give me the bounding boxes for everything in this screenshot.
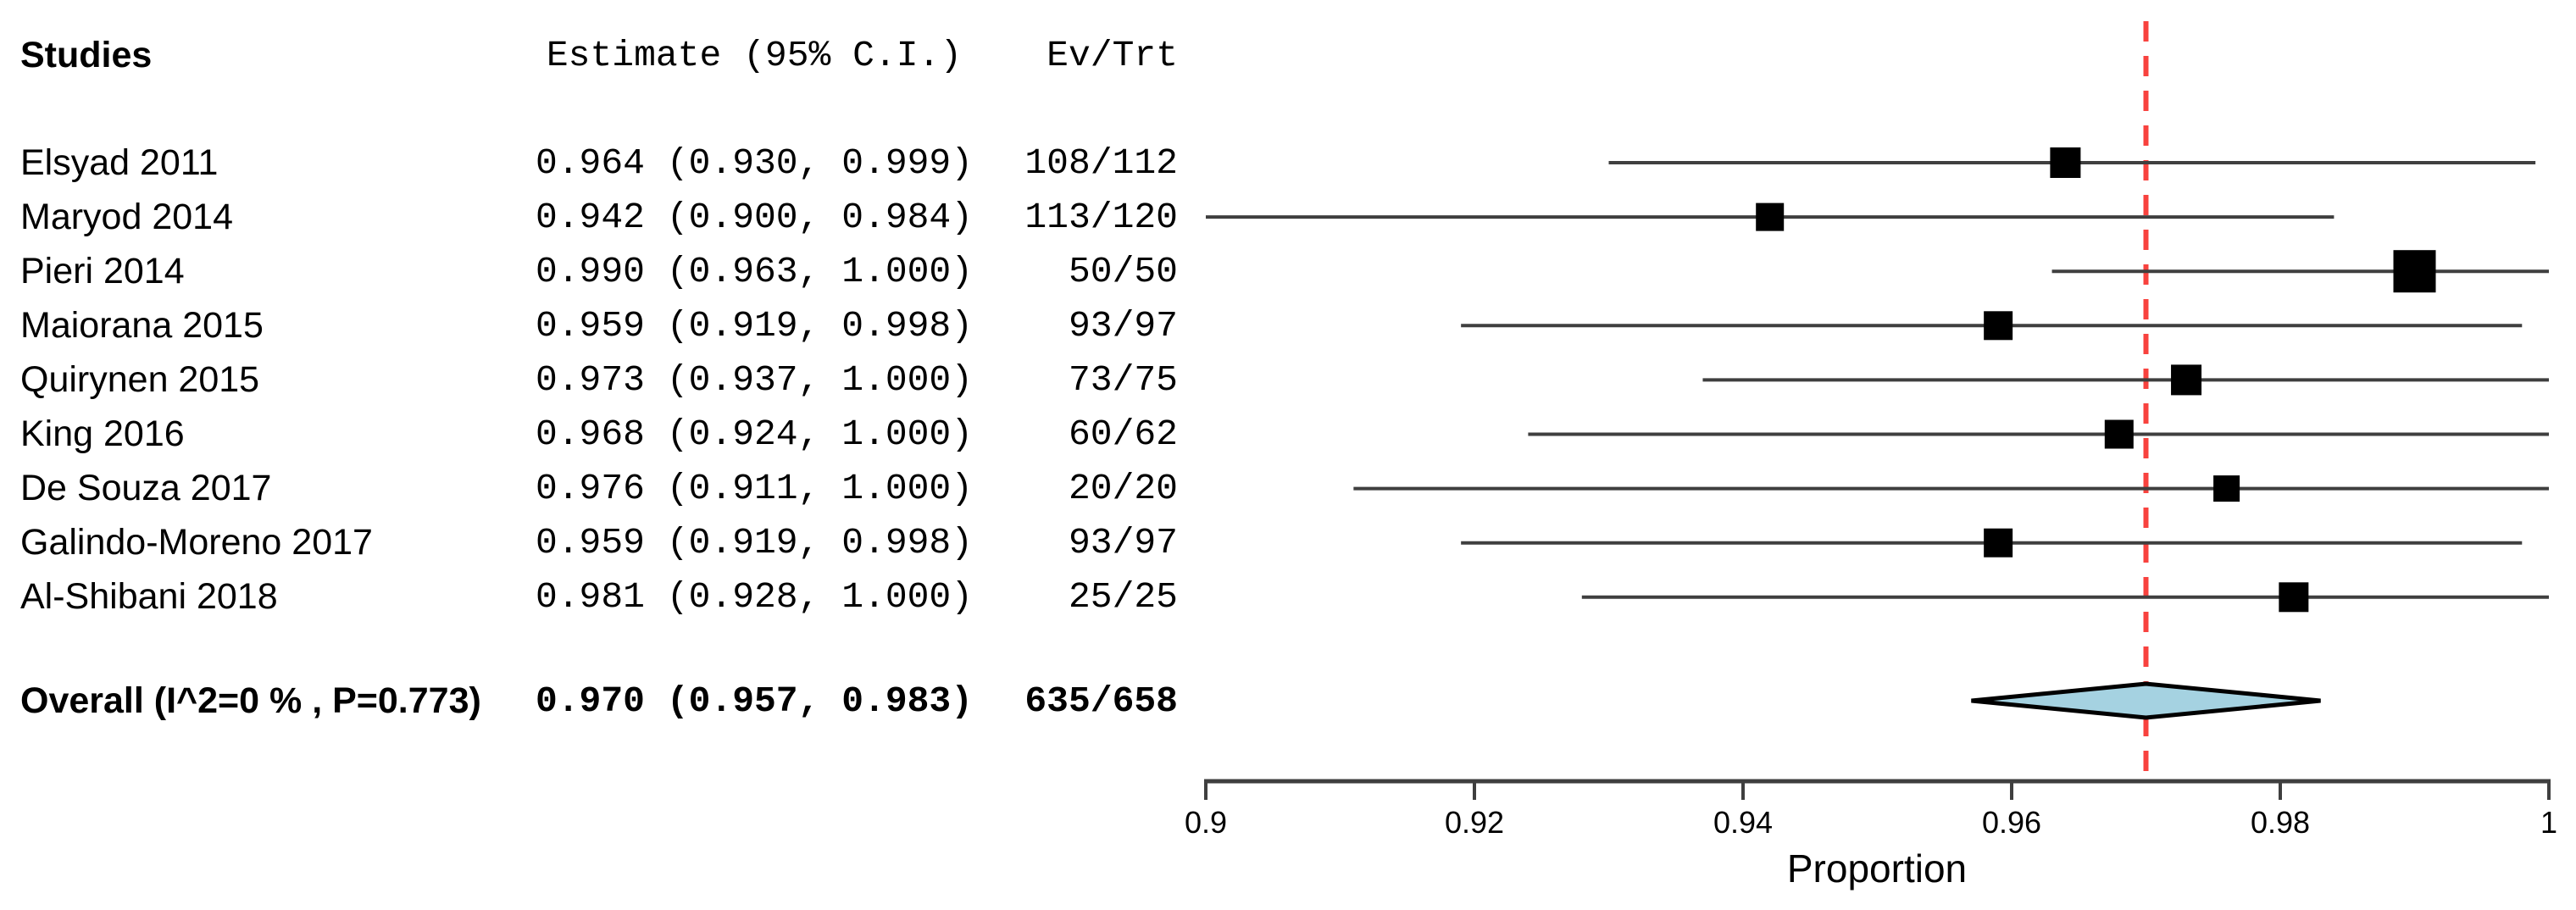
x-axis-title: Proportion	[1786, 846, 1968, 891]
table-header-row: Studies Estimate (95% C.I.) Ev/Trt	[0, 27, 1186, 83]
estimate-text: 0.976 (0.911, 1.000)	[535, 468, 974, 510]
estimate-text: 0.942 (0.900, 0.984)	[535, 196, 974, 238]
table-row: Al-Shibani 2018 0.981 (0.928, 1.000) 25/25	[0, 569, 1186, 625]
estimate-text: 0.968 (0.924, 1.000)	[535, 413, 974, 455]
evtrt-text: 25/25	[1068, 576, 1178, 619]
evtrt-text: 50/50	[1068, 250, 1178, 292]
study-name: Quirynen 2015	[20, 358, 260, 400]
estimate-square	[1756, 203, 1785, 231]
study-name: Maryod 2014	[20, 196, 233, 237]
evtrt-text: 20/20	[1068, 468, 1178, 510]
overall-row: Overall (I^2=0 % , P=0.773) 0.970 (0.957,…	[0, 673, 1186, 729]
evtrt-text: 73/75	[1068, 358, 1178, 401]
evtrt-text: 60/62	[1068, 413, 1178, 455]
estimate-square	[2050, 147, 2081, 178]
study-name: De Souza 2017	[20, 468, 272, 509]
study-name: King 2016	[20, 413, 185, 454]
table-row: King 2016 0.968 (0.924, 1.000) 60/62	[0, 407, 1186, 463]
estimate-square	[1984, 528, 2013, 558]
x-axis-tick-label: 0.96	[1981, 805, 2042, 840]
estimate-square	[2279, 582, 2309, 613]
evtrt-text: 93/97	[1068, 304, 1178, 347]
evtrt-text: 635/658	[1024, 680, 1178, 722]
table-row: Maryod 2014 0.942 (0.900, 0.984) 113/120	[0, 189, 1186, 245]
column-header-studies: Studies	[20, 34, 153, 75]
study-name: Al-Shibani 2018	[20, 576, 278, 618]
estimate-text: 0.973 (0.937, 1.000)	[535, 358, 974, 401]
x-axis-tick-label: 0.94	[1713, 805, 1774, 840]
study-name: Pieri 2014	[20, 250, 185, 291]
column-header-evtrt: Ev/Trt	[1046, 34, 1178, 76]
table-row: Pieri 2014 0.990 (0.963, 1.000) 50/50	[0, 243, 1186, 299]
x-axis-tick-label: 0.9	[1184, 805, 1228, 840]
table-row: De Souza 2017 0.976 (0.911, 1.000) 20/20	[0, 461, 1186, 517]
estimate-square	[2213, 475, 2240, 502]
table-row: Galindo-Moreno 2017 0.959 (0.919, 0.998) 9…	[0, 515, 1186, 571]
estimate-text: 0.964 (0.930, 0.999)	[535, 141, 974, 184]
evtrt-text: 113/120	[1024, 196, 1178, 238]
estimate-square	[2393, 250, 2436, 293]
study-name: Overall (I^2=0 % , P=0.773)	[20, 680, 481, 721]
column-header-estimate: Estimate (95% C.I.)	[546, 34, 963, 76]
estimate-square	[2171, 364, 2202, 396]
overall-diamond	[1971, 681, 2321, 720]
x-axis-tick-label: 0.98	[2250, 805, 2311, 840]
table-row: Elsyad 2011 0.964 (0.930, 0.999) 108/112	[0, 135, 1186, 191]
x-axis-tick-label: 0.92	[1444, 805, 1505, 840]
estimate-text: 0.959 (0.919, 0.998)	[535, 522, 974, 564]
study-name: Maiorana 2015	[20, 304, 264, 346]
evtrt-text: 93/97	[1068, 522, 1178, 564]
table-row: Quirynen 2015 0.973 (0.937, 1.000) 73/75	[0, 352, 1186, 408]
x-axis-tick-label: 1	[2540, 805, 2558, 840]
evtrt-text: 108/112	[1024, 141, 1178, 184]
estimate-square	[1984, 311, 2013, 341]
estimate-text: 0.959 (0.919, 0.998)	[535, 304, 974, 347]
estimate-text: 0.970 (0.957, 0.983)	[535, 680, 974, 722]
estimate-text: 0.990 (0.963, 1.000)	[535, 250, 974, 292]
table-row: Maiorana 2015 0.959 (0.919, 0.998) 93/97	[0, 297, 1186, 353]
study-name: Galindo-Moreno 2017	[20, 522, 373, 563]
estimate-text: 0.981 (0.928, 1.000)	[535, 576, 974, 619]
study-name: Elsyad 2011	[20, 141, 219, 183]
estimate-square	[2104, 419, 2134, 449]
